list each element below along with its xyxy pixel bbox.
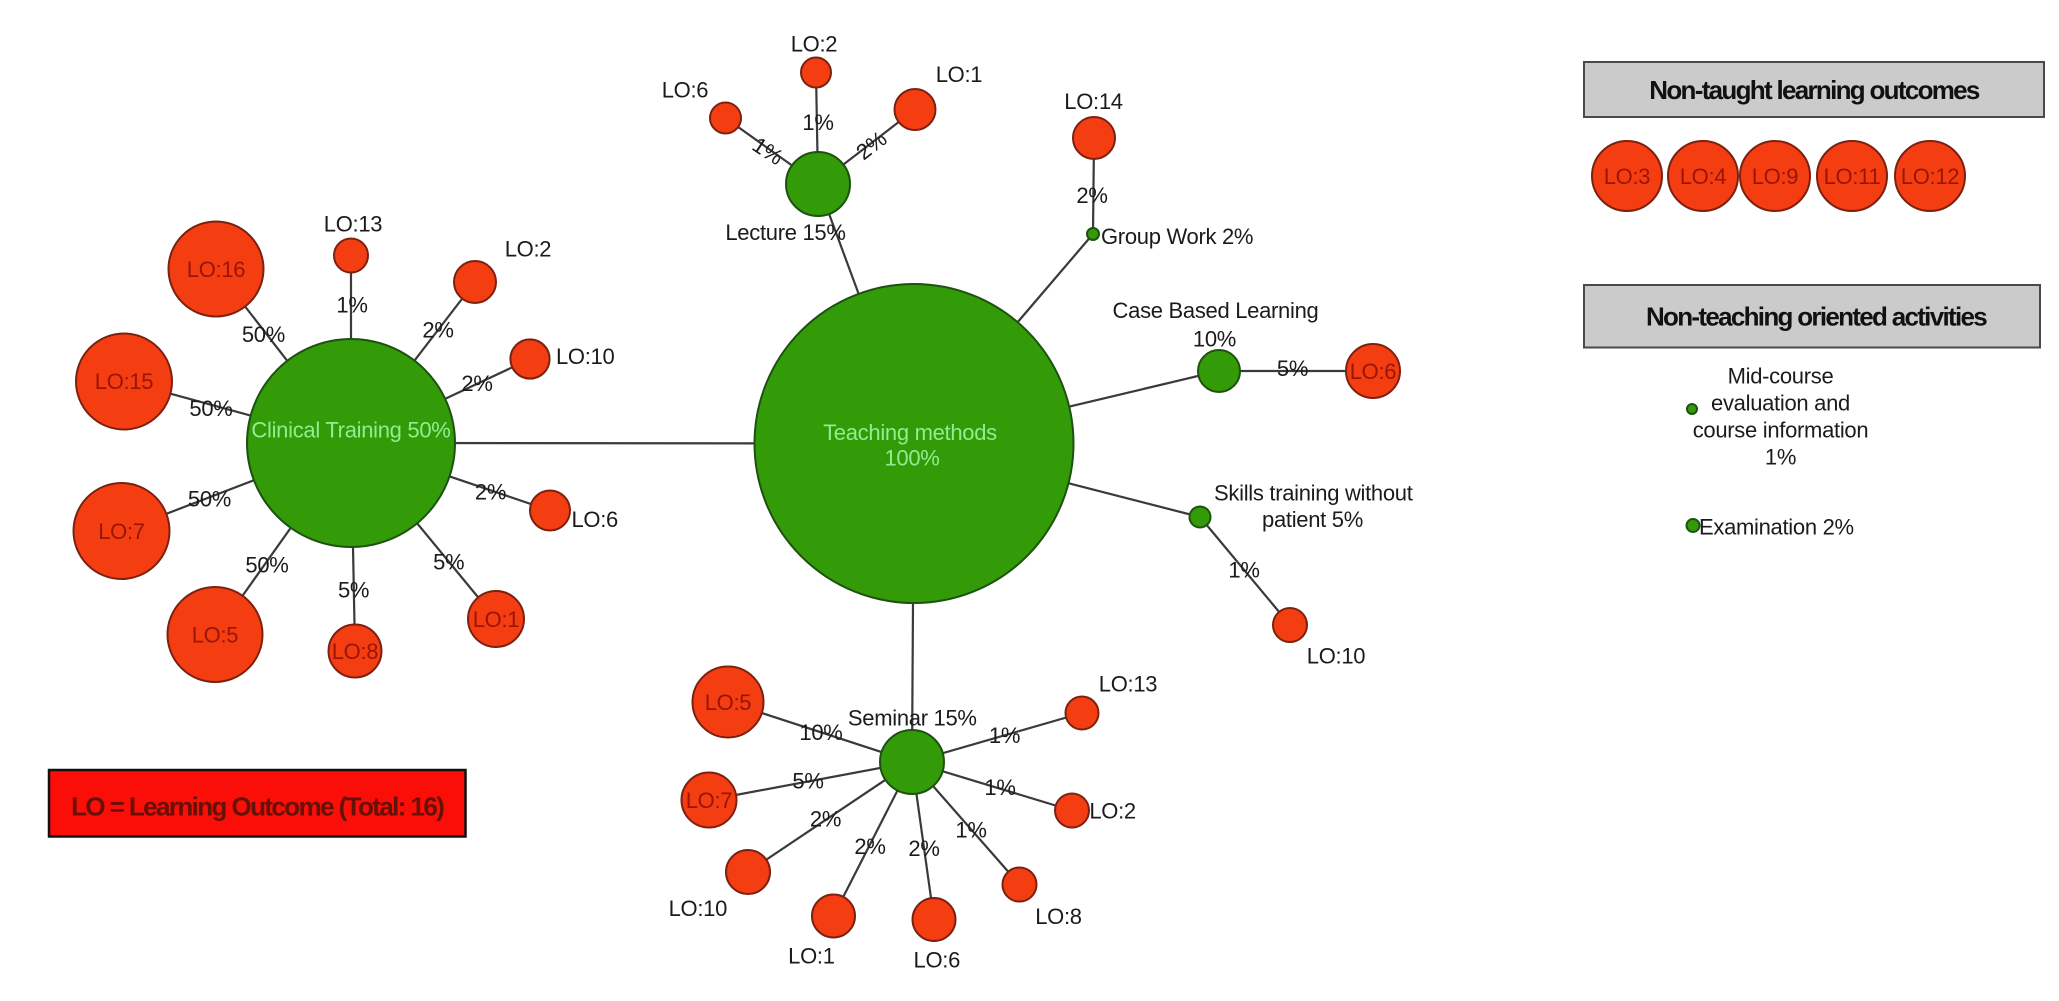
svg-text:LO:14: LO:14 [1064,89,1122,114]
svg-text:LO:16: LO:16 [187,257,245,282]
svg-text:LO:13: LO:13 [1099,671,1157,696]
svg-text:LO:3: LO:3 [1604,164,1651,189]
svg-text:2%: 2% [810,807,841,832]
svg-text:LO:8: LO:8 [332,639,379,664]
svg-text:LO:7: LO:7 [686,788,733,813]
svg-text:course information: course information [1693,418,1869,443]
svg-text:2%: 2% [461,371,492,396]
svg-text:Mid-course: Mid-course [1728,364,1834,389]
svg-text:LO:10: LO:10 [1307,644,1365,669]
svg-text:LO:6: LO:6 [914,947,961,972]
svg-text:LO:10: LO:10 [556,344,614,369]
svg-text:Teaching methods: Teaching methods [823,420,997,445]
svg-text:LO:1: LO:1 [788,944,835,969]
svg-text:1%: 1% [984,775,1015,800]
svg-text:5%: 5% [792,769,823,794]
svg-text:1%: 1% [802,110,833,135]
svg-text:LO:15: LO:15 [95,369,153,394]
svg-text:50%: 50% [242,322,285,347]
svg-text:Lecture 15%: Lecture 15% [725,220,845,245]
svg-text:LO:4: LO:4 [1680,164,1727,189]
svg-text:LO = Learning Outcome (Total:: LO = Learning Outcome (Total: 16) [71,792,444,822]
svg-text:Group Work 2%: Group Work 2% [1101,224,1253,249]
svg-text:Non-taught learning outcomes: Non-taught learning outcomes [1649,75,1980,105]
svg-text:evaluation and: evaluation and [1711,391,1850,416]
svg-text:Case Based Learning: Case Based Learning [1113,298,1319,323]
svg-text:LO:2: LO:2 [505,237,552,262]
svg-text:LO:12: LO:12 [1901,164,1959,189]
svg-text:LO:7: LO:7 [98,519,145,544]
svg-text:2%: 2% [1076,183,1107,208]
svg-text:50%: 50% [188,487,231,512]
svg-text:LO:9: LO:9 [1752,164,1799,189]
svg-text:50%: 50% [189,396,232,421]
svg-text:LO:2: LO:2 [791,32,838,57]
svg-text:LO:1: LO:1 [936,62,983,87]
svg-text:2%: 2% [908,836,939,861]
svg-text:100%: 100% [884,446,939,471]
svg-text:Seminar 15%: Seminar 15% [848,706,977,731]
svg-text:Non-teaching oriented activiti: Non-teaching oriented activities [1646,302,1987,332]
svg-text:LO:2: LO:2 [1089,799,1136,824]
svg-text:LO:6: LO:6 [572,507,619,532]
svg-text:2%: 2% [475,480,506,505]
svg-text:Skills training without: Skills training without [1214,481,1413,506]
svg-text:1%: 1% [955,818,986,843]
svg-text:10%: 10% [799,720,842,745]
svg-text:LO:5: LO:5 [705,690,752,715]
svg-text:1%: 1% [989,723,1020,748]
svg-text:LO:6: LO:6 [1350,359,1397,384]
svg-text:1%: 1% [1228,558,1259,583]
svg-text:1%: 1% [1765,445,1796,470]
svg-text:10%: 10% [1193,327,1236,352]
svg-text:5%: 5% [433,550,464,575]
svg-text:2%: 2% [854,834,885,859]
svg-text:5%: 5% [338,578,369,603]
svg-text:5%: 5% [1277,356,1308,381]
svg-text:LO:11: LO:11 [1824,164,1881,189]
svg-text:LO:8: LO:8 [1035,904,1082,929]
svg-text:2%: 2% [422,318,453,343]
svg-text:patient 5%: patient 5% [1262,507,1363,532]
svg-text:Examination 2%: Examination 2% [1699,515,1854,540]
svg-text:LO:13: LO:13 [324,212,382,237]
svg-text:LO:10: LO:10 [669,896,727,921]
svg-text:1%: 1% [336,293,367,318]
svg-text:LO:1: LO:1 [473,607,520,632]
svg-text:LO:5: LO:5 [192,623,239,648]
svg-text:Clinical Training 50%: Clinical Training 50% [251,418,450,443]
svg-text:50%: 50% [245,553,288,578]
svg-text:LO:6: LO:6 [662,78,709,103]
